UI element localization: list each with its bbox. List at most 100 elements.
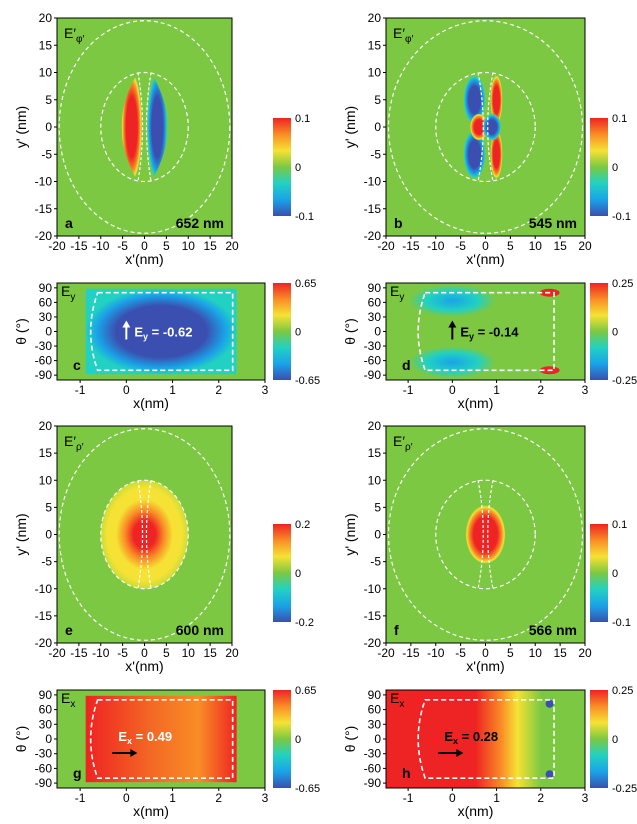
y-tick-label: -10 bbox=[364, 175, 382, 189]
panel-letter: a bbox=[65, 215, 73, 231]
field-label: Ex bbox=[390, 690, 404, 710]
y-tick-label: 10 bbox=[39, 473, 53, 487]
annotation: Ex = 0.28 bbox=[444, 729, 498, 746]
y-tick-label: 5 bbox=[374, 500, 381, 514]
x-tick-label: 10 bbox=[529, 239, 543, 253]
domain-outline bbox=[89, 699, 234, 779]
heatmap-area bbox=[57, 690, 265, 788]
y-tick-label: -90 bbox=[35, 368, 53, 382]
y-axis-label: y' (nm) bbox=[13, 513, 29, 555]
y-tick-label: 30 bbox=[368, 717, 382, 731]
panel-f: -20 -15 -10 -5 0 5 10 15 20 -20 -15 -10 -5 0 5 10 15 20 x'… bbox=[342, 419, 631, 674]
heatmap-background bbox=[57, 18, 232, 236]
colorbar-tick-label: 0 bbox=[295, 162, 301, 174]
x-tick-label: -1 bbox=[75, 791, 86, 805]
y-tick-label: 15 bbox=[368, 446, 382, 460]
y-tick-label: 15 bbox=[39, 446, 53, 460]
y-tick-label: 0 bbox=[45, 325, 52, 339]
x-tick-label: 1 bbox=[169, 383, 176, 397]
panel-letter: b bbox=[394, 215, 403, 231]
y-tick-label: 30 bbox=[39, 310, 53, 324]
x-tick-label: 1 bbox=[493, 383, 500, 397]
colorbar-tick-label: -0.65 bbox=[295, 783, 320, 795]
x-tick-label: -5 bbox=[117, 239, 128, 253]
field-label: E′φ′ bbox=[64, 25, 84, 45]
x-tick-label: 2 bbox=[215, 791, 222, 805]
panel-b: -20 -15 -10 -5 0 5 10 15 20 -20 -15 -10 -5 0 5 10 15 20 x'… bbox=[342, 11, 631, 267]
y-tick-label: -60 bbox=[35, 354, 53, 368]
x-tick-label: 20 bbox=[578, 646, 592, 660]
panel-letter: c bbox=[73, 357, 81, 373]
field-disk bbox=[100, 480, 189, 589]
colorbar-tick-label: 0.65 bbox=[295, 685, 316, 697]
wavelength-label: 566 nm bbox=[529, 622, 577, 638]
y-axis-label: y' (nm) bbox=[342, 106, 358, 148]
field-label: Ey bbox=[390, 283, 404, 303]
x-axis-label: x'(nm) bbox=[125, 658, 163, 674]
colorbar-tick-label: 0.25 bbox=[612, 685, 633, 697]
colorbar-tick-label: -0.25 bbox=[612, 375, 637, 387]
x-tick-label: 15 bbox=[553, 646, 567, 660]
x-axis-label: x(nm) bbox=[133, 395, 169, 411]
domain-outline bbox=[89, 291, 234, 372]
y-tick-label: -30 bbox=[35, 747, 53, 761]
colorbar-tick-label: 0 bbox=[295, 327, 301, 339]
x-tick-label: 5 bbox=[507, 239, 514, 253]
x-tick-label: 20 bbox=[225, 239, 239, 253]
x-axis-label: x'(nm) bbox=[466, 658, 504, 674]
y-tick-label: -30 bbox=[35, 339, 53, 353]
x-tick-label: 15 bbox=[203, 646, 217, 660]
x-tick-label: -10 bbox=[92, 646, 110, 660]
x-tick-label: -10 bbox=[92, 239, 110, 253]
x-tick-label: -5 bbox=[117, 646, 128, 660]
arrow-head bbox=[122, 320, 131, 328]
y-tick-label: -5 bbox=[41, 147, 52, 161]
y-tick-label: 0 bbox=[45, 120, 52, 134]
y-tick-label: 5 bbox=[45, 93, 52, 107]
y-axis-label: θ (°) bbox=[342, 726, 358, 753]
x-axis-label: x'(nm) bbox=[466, 251, 504, 267]
nanolens-outline bbox=[477, 72, 494, 182]
y-tick-label: 0 bbox=[374, 325, 381, 339]
colorbar-tick-label: 0.1 bbox=[612, 113, 627, 125]
x-tick-label: 15 bbox=[553, 239, 567, 253]
x-tick-label: 1 bbox=[169, 791, 176, 805]
negative-lobe bbox=[147, 72, 168, 182]
x-tick-label: -15 bbox=[402, 239, 420, 253]
x-axis-label: x'(nm) bbox=[125, 251, 163, 267]
x-tick-label: -20 bbox=[377, 646, 395, 660]
colorbar-tick-label: -0.2 bbox=[295, 617, 314, 629]
x-tick-label: 0 bbox=[449, 383, 456, 397]
y-tick-label: -5 bbox=[41, 555, 52, 569]
y-tick-label: -90 bbox=[364, 776, 382, 790]
y-tick-label: 30 bbox=[368, 310, 382, 324]
x-tick-label: 2 bbox=[537, 791, 544, 805]
field-lobe bbox=[490, 75, 503, 125]
y-tick-label: -20 bbox=[364, 636, 382, 650]
colorbar-tick-label: 0 bbox=[612, 327, 618, 339]
x-tick-label: 10 bbox=[182, 239, 196, 253]
x-tick-label: -1 bbox=[75, 383, 86, 397]
x-tick-label: 3 bbox=[582, 791, 589, 805]
wavelength-label: 545 nm bbox=[529, 215, 577, 231]
panel-letter: f bbox=[394, 622, 399, 638]
x-tick-label: -15 bbox=[70, 646, 88, 660]
x-tick-label: -5 bbox=[455, 646, 466, 660]
y-tick-label: 0 bbox=[45, 732, 52, 746]
x-tick-label: 0 bbox=[482, 239, 489, 253]
y-tick-label: 0 bbox=[374, 732, 381, 746]
y-tick-label: -30 bbox=[364, 747, 382, 761]
y-tick-label: -60 bbox=[364, 354, 382, 368]
colorbar-tick-label: 0 bbox=[295, 568, 301, 580]
y-tick-label: -20 bbox=[35, 229, 53, 243]
guide-circle bbox=[100, 479, 189, 590]
colorbar bbox=[590, 524, 608, 622]
arrow-head bbox=[448, 320, 457, 328]
y-tick-label: -10 bbox=[364, 582, 382, 596]
y-axis-label: y' (nm) bbox=[342, 513, 358, 555]
field-lobe bbox=[463, 129, 486, 179]
y-tick-label: 15 bbox=[368, 38, 382, 52]
x-tick-label: -15 bbox=[402, 646, 420, 660]
x-tick-label: 10 bbox=[182, 646, 196, 660]
x-tick-label: 5 bbox=[163, 239, 170, 253]
